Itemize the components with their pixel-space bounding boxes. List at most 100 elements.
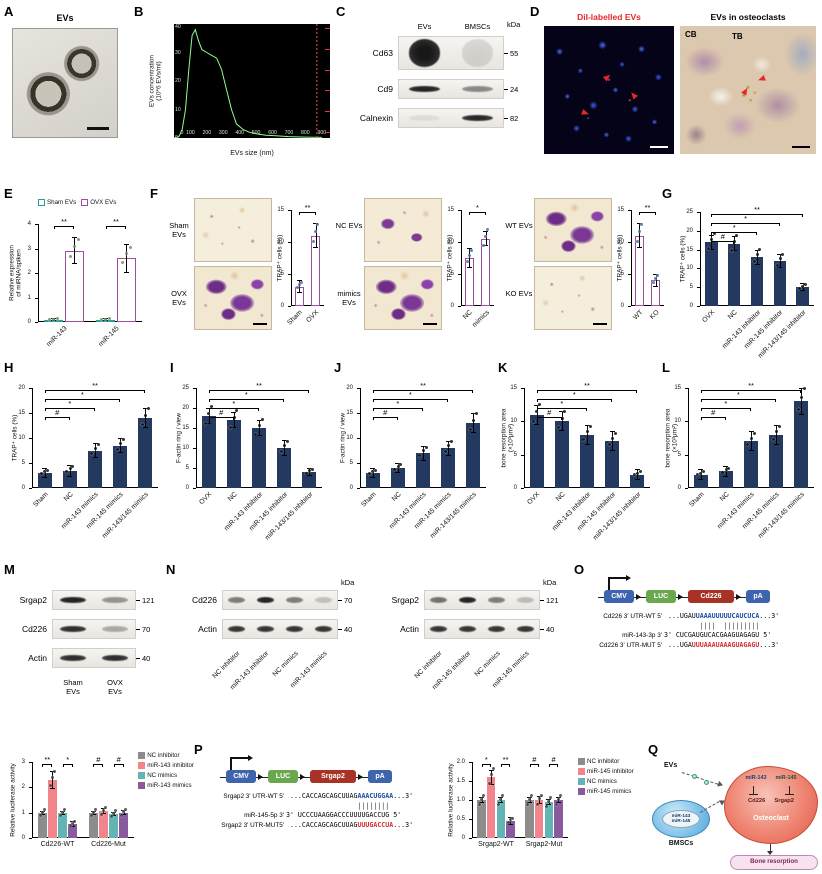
ytick-label: 20: [346, 385, 353, 391]
dot: [207, 412, 211, 416]
dot: [91, 810, 95, 814]
errbar-cap: [698, 479, 704, 480]
sig-line: [536, 399, 613, 400]
ytick-mark: [469, 762, 472, 763]
dot: [59, 814, 63, 818]
sig-tick: [68, 417, 70, 420]
ytick-mark: [29, 838, 32, 839]
trap-inhibitor-chart: 0 5 10 15 20 25 TRAP⁺ cells (%) OVX NC miR-143 in…: [676, 198, 818, 366]
dot: [489, 773, 493, 777]
ytick-label: 10: [617, 239, 624, 245]
nta-redtick: [325, 111, 330, 113]
errbar-line: [208, 408, 210, 424]
ytick-mark: [458, 210, 461, 211]
inhibition-symbol: [785, 786, 794, 795]
x-tick-label: NC: [390, 491, 403, 503]
x-tick-label: NC: [727, 309, 740, 321]
errbar-line: [725, 466, 727, 477]
panel-letter-l: L: [662, 360, 670, 375]
dot: [40, 810, 44, 814]
ytick-label: 15: [447, 207, 454, 213]
sequence-row: Srgap2 3' UTR-MUT5' ...CACCAGCAGCUUAGUUU…: [198, 821, 450, 831]
bar: [88, 812, 98, 838]
marker-tick: [540, 629, 544, 631]
marker-tick: [504, 53, 508, 55]
errbar-cap: [142, 408, 148, 409]
ytick-mark: [521, 488, 524, 489]
dot: [607, 443, 611, 447]
dot: [796, 407, 800, 411]
sig-tick: [447, 399, 449, 402]
nta-xtick: 100: [186, 130, 195, 136]
x-tick-label: miR-143/145 inhibitor: [591, 491, 643, 542]
trap-chart-nc-mimics: 0 5 10 15 TRAP⁺ cells (%) NC mimics *: [446, 198, 498, 348]
dot: [418, 454, 422, 458]
marker-tick: [136, 600, 140, 602]
sig-line: [700, 417, 726, 418]
dot: [588, 424, 592, 428]
errbar-cap: [555, 796, 561, 798]
trap-image-label: WT EVs: [505, 221, 533, 230]
errbar-cap: [479, 801, 485, 803]
errbar-cap: [483, 231, 489, 233]
bar: [88, 450, 102, 488]
marker-label: 70: [344, 595, 353, 605]
errbar-cap: [256, 435, 262, 436]
dot: [758, 248, 762, 252]
dot: [724, 468, 728, 472]
protein-label: Srgap2: [391, 595, 419, 605]
nta-redtick: [325, 90, 330, 92]
errbar-cap: [584, 443, 590, 445]
ytick-label: 15: [182, 425, 189, 431]
bar: [113, 445, 128, 488]
errbar-cap: [370, 477, 376, 478]
ylabel: Relative luciferase activity: [447, 763, 455, 837]
ytick-mark: [288, 210, 291, 211]
bar: [796, 287, 809, 306]
ev-particle: [704, 780, 709, 785]
panel-letter-p: P: [194, 742, 203, 757]
nta-xtick: 200: [202, 130, 212, 136]
bar: [487, 777, 496, 838]
dot: [69, 823, 73, 827]
sig-tick: [700, 390, 702, 393]
errbar-cap: [546, 803, 552, 805]
dot: [509, 818, 513, 822]
sequence-label: miR-145-5p 3': [244, 812, 284, 819]
luciferase-chart-srgap2: 0 0.5 1.0 1.5 2.0 Relative luciferase activit…: [444, 750, 572, 860]
errbar-cap: [281, 440, 287, 441]
ytick-mark: [685, 454, 688, 456]
dot: [482, 244, 486, 248]
sig-label: #: [720, 232, 725, 241]
target-row: Cd226 Srgap2: [725, 798, 817, 804]
marker-tick: [338, 600, 342, 602]
errbar-cap: [313, 247, 319, 249]
ytick-label: 5: [513, 451, 517, 458]
dot: [371, 470, 375, 473]
sig-label: *: [560, 399, 564, 408]
panel-a-title: EVs: [56, 13, 74, 23]
dot: [487, 781, 491, 785]
dot: [312, 240, 316, 244]
marker-tick: [338, 629, 342, 631]
errbar-line: [700, 469, 702, 480]
panel-letter-g: G: [662, 186, 673, 201]
dot: [480, 797, 484, 801]
sig-line: [481, 764, 492, 765]
legend-label: NC inhibitor: [147, 752, 180, 759]
dot: [539, 793, 543, 797]
errbar-cap: [70, 821, 76, 823]
ytick-label: 0: [677, 485, 681, 491]
dot: [254, 432, 258, 436]
dot: [752, 432, 756, 436]
bar: [302, 472, 317, 488]
protein-label: Srgap2: [19, 595, 47, 605]
chart-axis: [472, 762, 568, 838]
sequence-label: [198, 802, 286, 812]
sig-tick: [509, 764, 511, 767]
legend-item: miR-143 mimics: [138, 782, 194, 789]
sig-tick: [800, 390, 802, 393]
blot-strip: [424, 590, 540, 610]
ytick-label: 0: [185, 485, 189, 491]
bar: [535, 800, 544, 838]
